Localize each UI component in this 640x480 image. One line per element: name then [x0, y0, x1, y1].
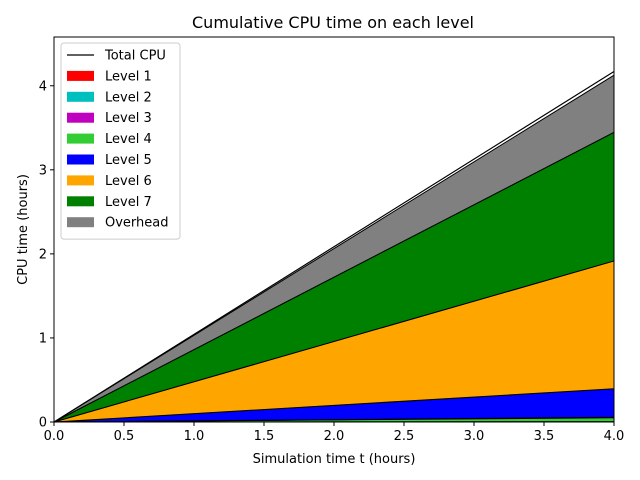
- legend-swatch-level-5: [67, 154, 94, 165]
- x-tick-label: 1.5: [254, 429, 275, 444]
- x-tick-label: 2.0: [324, 429, 345, 444]
- legend-label-level-2: Level 2: [105, 90, 152, 105]
- x-tick-label: 1.0: [184, 429, 205, 444]
- x-tick-label: 2.5: [394, 429, 415, 444]
- total-cpu-line: [53, 70, 615, 423]
- x-tick-label: 3.0: [464, 429, 485, 444]
- legend-swatch-level-7: [67, 196, 94, 207]
- x-axis-ticks: 0.0 0.5 1.0 1.5 2.0 2.5 3.0 3.5 4.0: [44, 422, 625, 444]
- legend-swatch-level-3: [67, 112, 94, 123]
- y-axis-label: CPU time (hours): [16, 174, 31, 285]
- y-tick-label: 2: [39, 247, 47, 262]
- legend-label-overhead: Overhead: [105, 216, 169, 231]
- legend-label-level-5: Level 5: [105, 153, 152, 168]
- legend-label-total-cpu: Total CPU: [104, 49, 166, 64]
- x-tick-label: 4.0: [604, 429, 625, 444]
- total-cpu-line-group: [53, 70, 615, 423]
- legend-swatch-level-6: [67, 175, 94, 186]
- legend-swatch-level-4: [67, 133, 94, 144]
- y-tick-label: 1: [39, 331, 47, 346]
- boundary-line-1: [53, 417, 615, 423]
- legend-label-level-3: Level 3: [105, 111, 152, 126]
- legend-label-level-6: Level 6: [105, 174, 152, 189]
- y-tick-label: 0: [39, 416, 47, 431]
- legend-label-level-4: Level 4: [105, 132, 152, 147]
- legend-swatch-overhead: [67, 217, 94, 228]
- legend-label-level-1: Level 1: [105, 69, 152, 84]
- y-tick-label: 3: [39, 163, 47, 178]
- x-tick-label: 0.0: [44, 429, 65, 444]
- legend-swatch-level-1: [67, 70, 94, 81]
- chart-title: Cumulative CPU time on each level: [192, 13, 474, 32]
- x-axis-label: Simulation time t (hours): [253, 452, 416, 467]
- y-axis-ticks: 0 1 2 3 4: [39, 79, 54, 431]
- x-tick-label: 0.5: [114, 429, 135, 444]
- y-tick-label: 4: [39, 79, 47, 94]
- legend-label-level-7: Level 7: [105, 195, 152, 210]
- legend-swatch-level-2: [67, 91, 94, 102]
- x-tick-label: 3.5: [534, 429, 555, 444]
- legend: Total CPU Level 1 Level 2 Level 3 Level 4 Lev…: [60, 42, 181, 240]
- series-boundaries: [53, 417, 615, 423]
